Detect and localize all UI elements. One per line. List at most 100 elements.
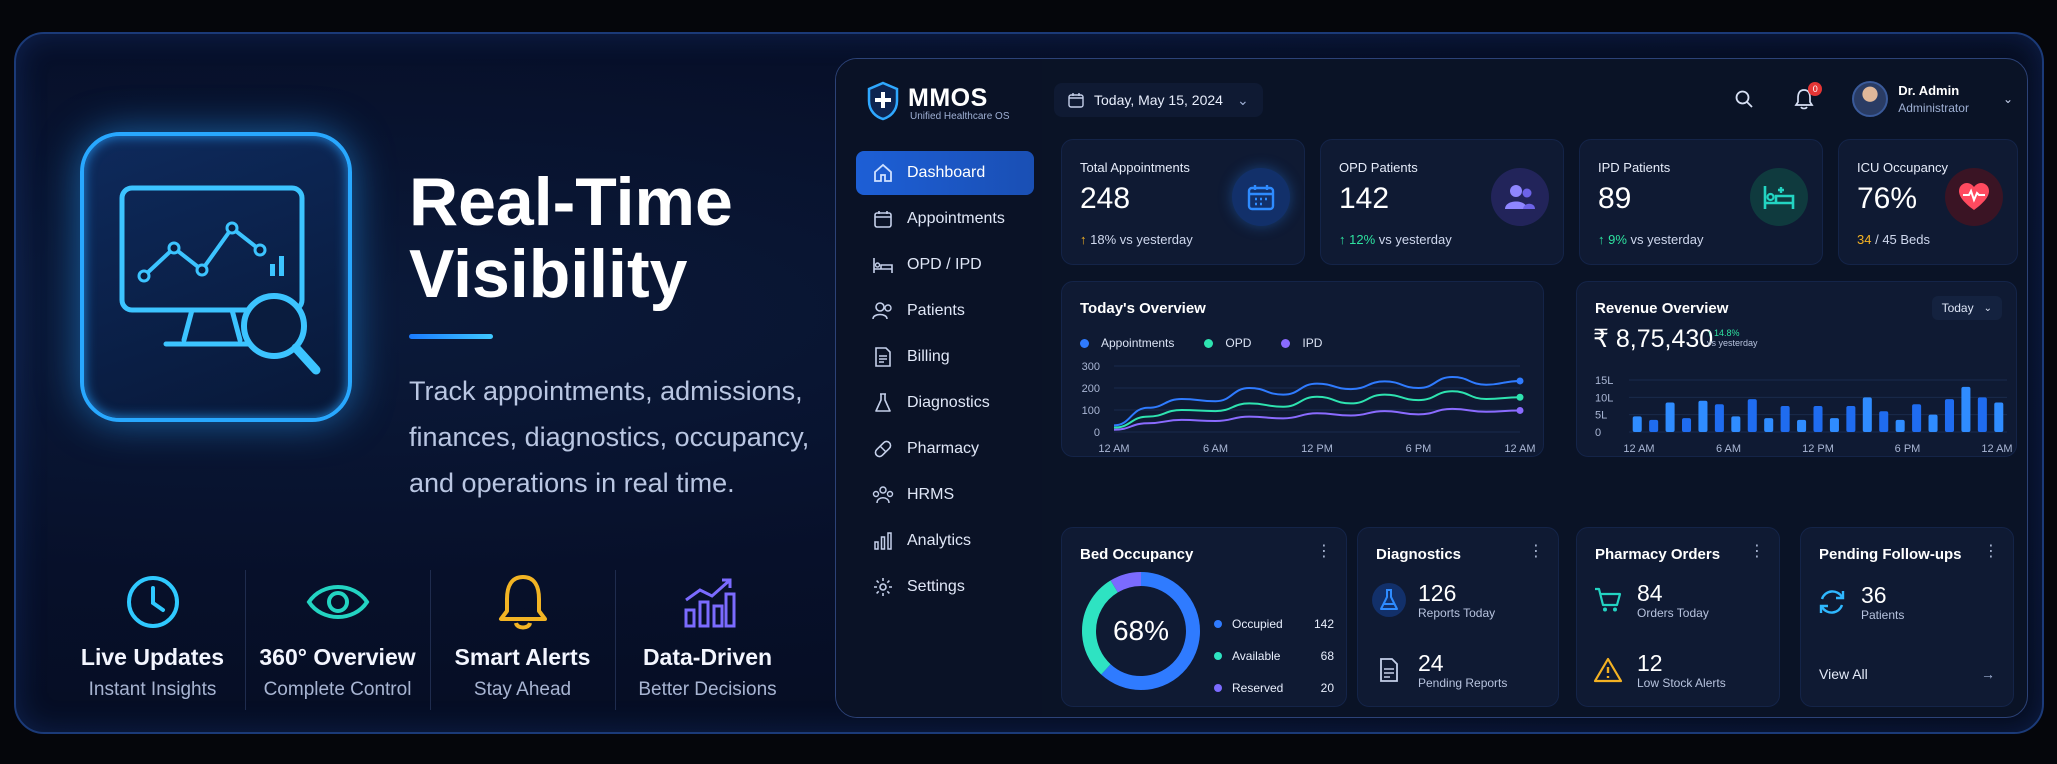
more-options-icon[interactable]: ⋮ <box>1528 543 1544 560</box>
y-tick-label: 100 <box>1082 405 1100 417</box>
notification-bell[interactable]: 0 <box>1794 82 1823 110</box>
sidebar-item-opd-ipd[interactable]: OPD / IPD <box>856 243 1034 287</box>
flask-icon <box>1372 583 1406 617</box>
card-title: Today's Overview <box>1080 300 1206 317</box>
chart-legend: Appointments OPD IPD <box>1080 336 1352 350</box>
feature-smart-alerts: Smart Alerts Stay Ahead <box>430 570 615 710</box>
y-tick-label: 200 <box>1082 383 1100 395</box>
stat-card-total-appointments[interactable]: Total Appointments 248 ↑ 18% vs yesterda… <box>1061 139 1305 265</box>
legend-dot <box>1214 620 1222 628</box>
pending-followups-card: Pending Follow-ups ⋮ 36 Patients View Al… <box>1800 527 2014 707</box>
feature-data-driven: Data-Driven Better Decisions <box>615 570 800 710</box>
feature-title: 360° Overview <box>259 644 416 670</box>
revenue-bar <box>1632 416 1642 432</box>
view-all-link[interactable]: View All → <box>1819 666 1995 682</box>
series-line <box>1113 390 1521 429</box>
revenue-bar <box>1764 418 1774 432</box>
revenue-period-select[interactable]: Today ⌄ <box>1931 296 2002 320</box>
card-title: Revenue Overview <box>1595 300 1729 317</box>
sidebar-item-label: Dashboard <box>907 164 986 181</box>
sidebar-item-billing[interactable]: Billing <box>856 335 1034 379</box>
stat-card-opd-patients[interactable]: OPD Patients 142 ↑ 12% vs yesterday <box>1320 139 1564 265</box>
brand[interactable]: MMOS Unified Healthcare OS <box>866 81 1010 126</box>
users-icon <box>872 300 894 322</box>
revenue-change: ↑ 14.8% vs yesterday <box>1707 328 1758 348</box>
more-options-icon[interactable]: ⋮ <box>1749 543 1765 560</box>
more-options-icon[interactable]: ⋮ <box>1983 543 1999 560</box>
sidebar-item-diagnostics[interactable]: Diagnostics <box>856 381 1034 425</box>
occupancy-value: 68 <box>1320 649 1334 663</box>
topbar-actions: 0 Dr. Admin Administrator ⌄ <box>1734 77 2013 121</box>
y-tick-label: 5L <box>1595 410 1607 422</box>
stat-card-ipd-patients[interactable]: IPD Patients 89 ↑ 9% vs yesterday <box>1579 139 1823 265</box>
avatar[interactable] <box>1852 81 1889 117</box>
y-tick-label: 0 <box>1595 427 1601 439</box>
sidebar-item-appointments[interactable]: Appointments <box>856 197 1034 241</box>
diagnostics-value: 126 <box>1418 580 1457 606</box>
user-info[interactable]: Dr. Admin Administrator <box>1898 83 1969 115</box>
warning-icon <box>1591 653 1625 687</box>
chevron-down-icon[interactable]: ⌄ <box>2002 92 2013 106</box>
followups-label: Patients <box>1861 608 1905 622</box>
sidebar-item-patients[interactable]: Patients <box>856 289 1034 333</box>
date-picker[interactable]: Today, May 15, 2024 ⌄ <box>1054 83 1263 117</box>
revenue-bar <box>1797 419 1807 432</box>
y-tick-label: 15L <box>1595 375 1613 387</box>
sidebar-item-settings[interactable]: Settings <box>856 565 1034 609</box>
sidebar-item-pharmacy[interactable]: Pharmacy <box>856 427 1034 471</box>
calendar-icon <box>1232 168 1290 226</box>
sidebar-item-dashboard[interactable]: Dashboard <box>856 151 1034 195</box>
trend-text: / 45 Beds <box>1875 232 1931 247</box>
feature-subtitle: Stay Ahead <box>473 679 572 700</box>
receipt-icon <box>872 346 894 368</box>
bar-chart-icon <box>615 570 800 634</box>
clock-icon <box>60 570 245 634</box>
legend-label: IPD <box>1302 336 1323 350</box>
legend-dot <box>1204 338 1214 348</box>
card-title: Pharmacy Orders <box>1595 546 1721 563</box>
eye-icon <box>245 570 430 634</box>
flask-icon <box>872 392 894 414</box>
pharmacy-low-stock[interactable]: 12 Low Stock Alerts <box>1591 650 1726 690</box>
y-tick-label: 10L <box>1595 392 1613 404</box>
revenue-bar <box>1928 414 1938 432</box>
series-end-point <box>1516 406 1524 414</box>
search-icon[interactable] <box>1734 89 1754 109</box>
view-all-label: View All <box>1819 666 1868 682</box>
pharmacy-orders-today[interactable]: 84 Orders Today <box>1591 580 1709 620</box>
notification-badge: 0 <box>1808 82 1823 96</box>
calendar-icon <box>1068 92 1084 108</box>
revenue-overview-card: Revenue Overview Today ⌄ ₹ 8,75,430 ↑ 14… <box>1576 281 2017 457</box>
diagnostics-pending-reports[interactable]: 24 Pending Reports <box>1372 650 1507 690</box>
sidebar-item-analytics[interactable]: Analytics <box>856 519 1034 563</box>
x-tick-label: 6 AM <box>1203 443 1228 455</box>
legend-label: Appointments <box>1101 336 1175 350</box>
document-icon <box>1372 653 1406 687</box>
followups-count[interactable]: 36 Patients <box>1815 582 1904 622</box>
series-end-point <box>1516 377 1524 385</box>
revenue-bar <box>1731 416 1741 432</box>
trend-value: 34 <box>1857 232 1872 247</box>
diagnostics-reports-today[interactable]: 126 Reports Today <box>1372 580 1495 620</box>
revenue-amount: ₹ 8,75,430 <box>1593 325 1714 353</box>
sidebar-item-hrms[interactable]: HRMS <box>856 473 1034 517</box>
pill-icon <box>872 438 894 460</box>
x-tick-label: 12 AM <box>1981 443 2012 455</box>
pharmacy-orders-card: Pharmacy Orders ⋮ 84 Orders Today 12 Low… <box>1576 527 1780 707</box>
stat-label: Total Appointments <box>1080 160 1190 175</box>
stat-card-icu-occupancy[interactable]: ICU Occupancy 76% 34 / 45 Beds <box>1838 139 2018 265</box>
more-options-icon[interactable]: ⋮ <box>1316 543 1332 560</box>
y-tick-label: 300 <box>1082 361 1100 373</box>
cart-icon <box>1591 583 1625 617</box>
calendar-icon <box>872 208 894 230</box>
x-tick-label: 6 PM <box>1406 443 1432 455</box>
stat-value: 76% <box>1857 182 1918 215</box>
feature-list: Live Updates Instant Insights 360° Overv… <box>60 570 800 710</box>
donut-segment <box>1082 572 1200 690</box>
stat-trend: ↑ 18% vs yesterday <box>1080 232 1193 247</box>
x-tick-label: 12 PM <box>1301 443 1333 455</box>
user-name: Dr. Admin <box>1898 83 1960 98</box>
legend-item: IPD <box>1281 336 1322 350</box>
occupancy-breakdown: Occupied 142 Available 68 Reserved 20 <box>1214 608 1334 704</box>
shield-cross-icon <box>866 81 900 126</box>
